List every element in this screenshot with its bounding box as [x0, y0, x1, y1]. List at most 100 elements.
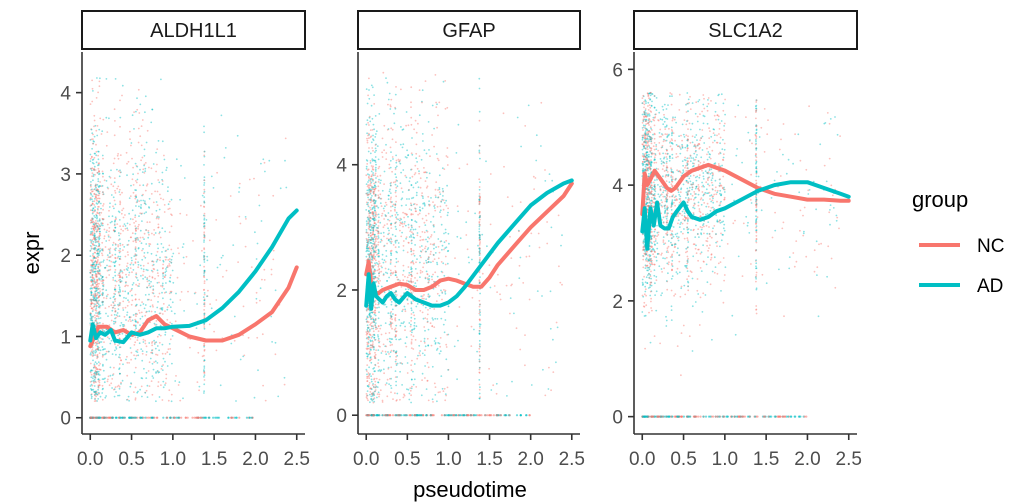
- data-point: [97, 288, 99, 290]
- data-point: [115, 353, 117, 356]
- data-point: [203, 190, 206, 193]
- data-point: [122, 307, 124, 309]
- data-point: [161, 365, 163, 368]
- data-point: [233, 315, 236, 318]
- data-point: [101, 130, 104, 133]
- data-point: [389, 105, 392, 108]
- data-point: [425, 298, 427, 300]
- data-point: [368, 179, 370, 182]
- data-point: [136, 236, 138, 239]
- data-point: [503, 165, 505, 168]
- data-point: [97, 271, 99, 274]
- data-point: [129, 195, 132, 198]
- data-point: [369, 235, 372, 237]
- data-point: [486, 245, 488, 248]
- data-point: [367, 354, 370, 356]
- data-point: [151, 232, 153, 235]
- data-point: [444, 289, 447, 292]
- data-point: [118, 251, 121, 254]
- data-point: [555, 361, 557, 364]
- data-point: [157, 301, 159, 303]
- data-point: [416, 303, 419, 305]
- data-point: [390, 127, 393, 130]
- data-point: [143, 255, 146, 258]
- data-point: [127, 243, 130, 246]
- data-point: [370, 395, 373, 398]
- data-point: [96, 200, 99, 202]
- data-point: [203, 182, 206, 184]
- data-point: [94, 241, 97, 244]
- data-point: [404, 356, 407, 358]
- data-point: [203, 247, 206, 250]
- data-point: [395, 200, 397, 203]
- data-point: [89, 353, 92, 356]
- data-point: [120, 381, 122, 384]
- data-point: [149, 286, 152, 289]
- data-point: [374, 259, 377, 262]
- data-point: [200, 204, 202, 207]
- data-point: [99, 336, 101, 339]
- data-point: [137, 263, 140, 266]
- data-point: [438, 174, 441, 177]
- data-point: [160, 197, 162, 200]
- data-point: [108, 215, 110, 218]
- data-point: [99, 77, 101, 80]
- data-point: [203, 184, 206, 186]
- data-point: [694, 301, 697, 303]
- data-point: [382, 226, 385, 229]
- data-point: [367, 234, 370, 236]
- data-point: [118, 337, 121, 340]
- data-point: [167, 208, 170, 211]
- data-point: [203, 271, 206, 274]
- data-point: [119, 357, 122, 359]
- data-point: [120, 228, 123, 231]
- data-point: [154, 311, 157, 313]
- data-point: [114, 297, 117, 300]
- data-point: [370, 141, 373, 144]
- data-point: [127, 395, 130, 398]
- data-point: [113, 230, 116, 233]
- data-point: [89, 313, 92, 316]
- data-point: [161, 180, 164, 182]
- data-point: [203, 282, 206, 284]
- data-point: [155, 371, 158, 373]
- data-point: [170, 310, 173, 312]
- data-point: [125, 281, 127, 283]
- data-point: [138, 205, 140, 208]
- data-point: [418, 89, 421, 91]
- data-point: [403, 216, 405, 219]
- data-point: [119, 278, 121, 281]
- data-point: [135, 312, 137, 315]
- data-point: [439, 211, 441, 214]
- data-point: [105, 144, 108, 147]
- data-point: [98, 278, 101, 281]
- data-point: [203, 371, 206, 373]
- data-point: [390, 98, 393, 101]
- data-point: [91, 263, 94, 266]
- data-point: [419, 239, 422, 242]
- data-point: [429, 322, 432, 325]
- data-point: [404, 156, 407, 158]
- data-point: [131, 114, 134, 117]
- data-point: [136, 200, 139, 203]
- data-point: [142, 341, 145, 343]
- data-point: [96, 134, 99, 137]
- data-point: [155, 151, 158, 154]
- data-point: [478, 188, 481, 191]
- data-point: [92, 142, 94, 145]
- data-point: [176, 276, 179, 279]
- data-point: [439, 205, 442, 208]
- data-point: [93, 248, 96, 251]
- data-point: [110, 169, 112, 172]
- data-point: [367, 221, 370, 223]
- data-point: [377, 167, 380, 170]
- data-point: [407, 124, 410, 127]
- data-point: [399, 370, 401, 373]
- data-point: [144, 294, 147, 296]
- data-point: [103, 341, 105, 343]
- data-point: [385, 306, 388, 308]
- data-point: [409, 325, 412, 328]
- data-point: [118, 387, 121, 390]
- data-point: [372, 398, 375, 401]
- data-point: [119, 269, 122, 272]
